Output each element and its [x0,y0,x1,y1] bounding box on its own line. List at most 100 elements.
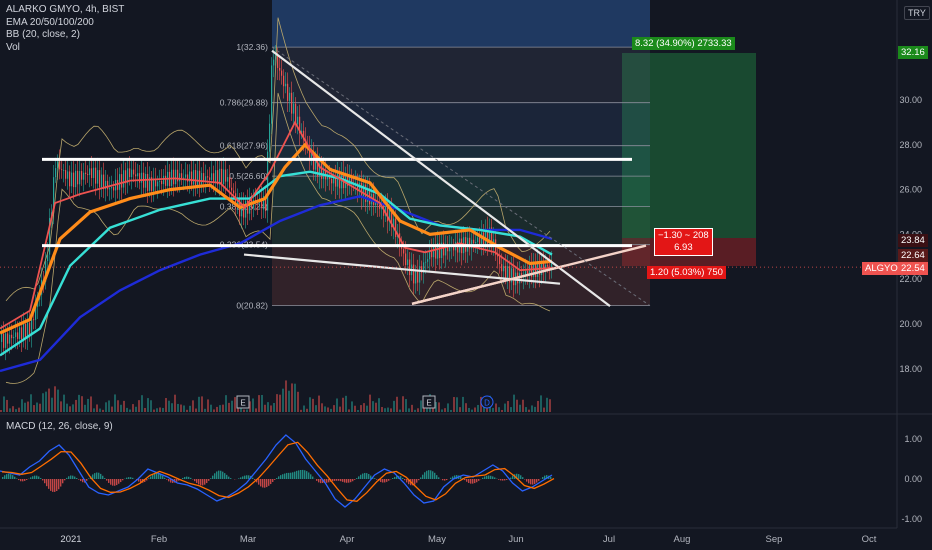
candle [59,161,61,170]
volume-bar [195,408,197,412]
ema-indicator-label[interactable]: EMA 20/50/100/200 [6,16,94,28]
macd-histogram-bar [266,479,268,488]
macd-histogram-bar [312,476,314,479]
fib-zone [272,47,650,103]
candle [193,170,195,185]
ema20-line[interactable] [0,120,553,330]
macd-histogram-bar [302,469,304,479]
volume-bar [417,408,419,412]
macd-histogram-bar [268,479,270,486]
candle [293,103,295,114]
candle [85,172,87,175]
candle [129,168,131,178]
volume-bar [222,404,224,412]
candle [17,332,19,339]
currency-label[interactable]: TRY [904,6,930,20]
macd-line[interactable] [0,434,553,508]
volume-bar [300,409,302,412]
position-profit-label: 8.32 (34.90%) 2733.33 [632,37,735,50]
candle [473,239,475,244]
volume-bar [231,400,233,412]
candle [507,266,509,278]
candle [279,67,281,71]
candle [121,174,123,188]
candle [433,245,435,258]
macd-histogram-bar [168,479,170,482]
macd-histogram-bar [2,476,4,479]
macd-histogram-bar [24,479,26,481]
macd-histogram-bar [14,476,16,479]
volume-bar [465,403,467,412]
candle [469,237,471,249]
candle [299,116,301,134]
macd-histogram-bar [484,476,486,479]
candle [77,170,79,185]
candle [125,170,127,184]
macd-histogram-bar [344,479,346,483]
macd-signal-line[interactable] [1,441,555,502]
bb-lower-band [5,92,551,384]
volume-bar [198,396,200,412]
candle [65,170,67,179]
volume-bar [453,397,455,412]
rising-trendline-2[interactable] [411,264,566,306]
macd-histogram-bar [230,478,232,479]
falling-trendline[interactable] [271,49,611,307]
dividend-marker[interactable] [480,395,494,409]
macd-histogram-bar [156,473,158,479]
volume-bar [120,404,122,412]
macd-histogram-bar [426,470,428,479]
candle [403,249,405,254]
macd-histogram-bar [348,479,350,483]
candle [189,171,191,182]
volume-bar [384,408,386,412]
macd-histogram-bar [4,475,6,479]
volume-bar [288,390,290,412]
candle [269,123,271,152]
volume-bar [177,403,179,412]
volume-bar [249,401,251,412]
macd-histogram-bar [528,479,530,484]
lower-trendline[interactable] [243,253,561,285]
earnings-marker[interactable] [236,395,250,409]
position-risk-line1: −1.30 ~ 208 [658,230,709,241]
volume-bar [87,398,89,412]
macd-histogram-bar [42,479,44,481]
bb-indicator-label[interactable]: BB (20, close, 2) [6,29,80,40]
symbol-title[interactable]: ALARKO GMYO, 4h, BIST [6,4,125,15]
macd-histogram-bar [522,477,524,479]
candle [151,177,153,191]
position-risk-label[interactable]: −1.30 ~ 208 6.93 [654,228,713,256]
volume-bar [63,394,65,412]
volume-bar [342,397,344,412]
volume-bar [12,406,14,412]
candle [157,181,159,187]
volume-bar [93,408,95,412]
macd-histogram-bar [220,470,222,479]
candle [139,173,141,183]
volume-bar [297,391,299,412]
candle [457,241,459,253]
ema50-line[interactable] [0,142,553,335]
candle [79,171,81,185]
candle [63,170,65,171]
macd-histogram-bar [80,479,82,482]
macd-histogram-bar [394,476,396,479]
fib-level-label: 0.618(27.96) [220,141,268,151]
candle [505,265,507,278]
macd-histogram-bar [286,472,288,479]
macd-histogram-bar [122,479,124,481]
macd-histogram-bar [360,474,362,479]
earnings-marker[interactable] [422,395,436,409]
candle [29,322,31,336]
macd-histogram-bar [240,477,242,479]
candle [247,200,249,214]
volume-bar [69,406,71,412]
candle [431,250,433,258]
macd-histogram-bar [532,479,534,485]
volume-indicator-label[interactable]: Vol [6,41,20,53]
fib-zone [272,206,650,245]
macd-indicator-label[interactable]: MACD (12, 26, close, 9) [6,421,113,432]
